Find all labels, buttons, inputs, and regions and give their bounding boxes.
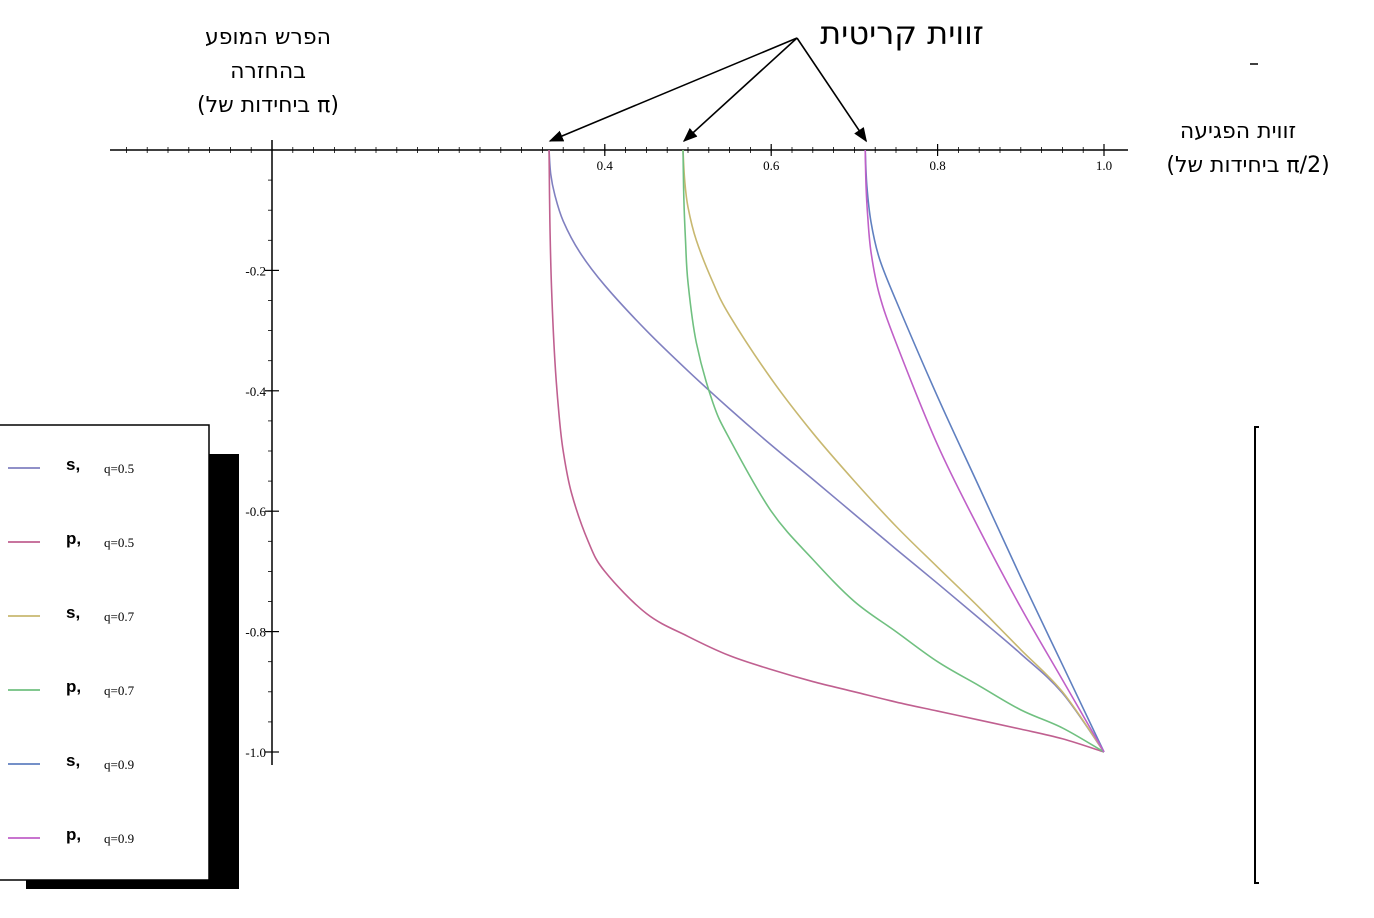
- x-tick-label: 0.4: [597, 158, 614, 173]
- legend-q-label: q=0.5: [104, 461, 134, 476]
- y-tick-label: -1.0: [245, 745, 266, 760]
- series-line-2: [548, 149, 1105, 753]
- frame-bracket: [1254, 426, 1259, 884]
- legend-label: s,: [66, 455, 80, 474]
- legend-label: p,: [66, 677, 81, 696]
- y-ticks: -0.2 -0.4 -0.6 -0.8 -1.0: [245, 263, 279, 760]
- critical-angle-arrows: [548, 37, 868, 143]
- series-line-5: [864, 149, 1105, 753]
- legend-box: [0, 424, 210, 881]
- legend-label: p,: [66, 529, 81, 548]
- critical-angle-annotation: זווית קריטית: [548, 14, 984, 143]
- series-line-4: [682, 149, 1105, 753]
- legend-label: s,: [66, 603, 80, 622]
- legend-label: s,: [66, 751, 80, 770]
- y-title-line-2: בהחזרה: [230, 59, 306, 84]
- legend-label: p,: [66, 825, 81, 844]
- legend-q-label: q=0.5: [104, 535, 134, 550]
- y-tick-label: -0.4: [245, 384, 266, 399]
- x-tick-label: 1.0: [1096, 158, 1112, 173]
- y-tick-label: -0.2: [245, 263, 266, 278]
- x-tick-label: 0.8: [929, 158, 945, 173]
- series-line-1: [548, 149, 1105, 753]
- critical-angle-label: זווית קריטית: [820, 14, 984, 52]
- y-tick-label: -0.8: [245, 625, 266, 640]
- critical-angle-arrow: [548, 37, 798, 142]
- legend: s, q=0.5 p, q=0.5 s, q=0.7 p, q=0.7 s, q=0.9 p, q=0…: [0, 424, 239, 889]
- axes: 0.4 0.6 0.8 1.0 -0.2 -0.4 -0.6 -0.8 -1.0: [110, 140, 1128, 765]
- x-title-line-2: (ביחידות של π/2): [1166, 153, 1329, 178]
- series-line-3: [682, 149, 1105, 753]
- legend-q-label: q=0.9: [104, 757, 134, 772]
- critical-angle-arrow: [796, 37, 868, 143]
- series-line-6: [864, 149, 1105, 753]
- y-axis-title: הפרש המופע בהחזרה (ביחידות של π): [197, 25, 339, 118]
- x-title-line-1: זווית הפגיעה: [1180, 119, 1296, 144]
- legend-q-label: q=0.7: [104, 683, 135, 698]
- y-title-line-1: הפרש המופע: [205, 25, 331, 50]
- x-axis-title: זווית הפגיעה (ביחידות של π/2): [1166, 119, 1329, 178]
- legend-items: s, q=0.5 p, q=0.5 s, q=0.7 p, q=0.7 s, q=0.9 p, q=0…: [8, 455, 135, 846]
- y-minor-ticks: [268, 149, 272, 753]
- series-layer: [548, 149, 1105, 753]
- x-ticks: 0.4 0.6 0.8 1.0: [597, 144, 1112, 173]
- x-tick-label: 0.6: [763, 158, 780, 173]
- legend-q-label: q=0.9: [104, 831, 134, 846]
- legend-q-label: q=0.7: [104, 609, 135, 624]
- y-tick-label: -0.6: [245, 504, 266, 519]
- y-title-line-3: (ביחידות של π): [197, 93, 339, 118]
- x-minor-ticks: [126, 147, 1105, 153]
- critical-angle-arrow: [682, 37, 798, 142]
